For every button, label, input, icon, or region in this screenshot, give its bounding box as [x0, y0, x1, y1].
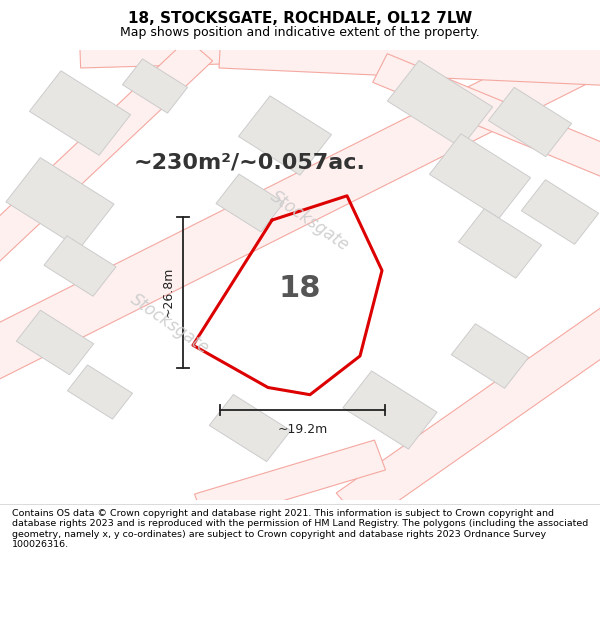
Polygon shape	[79, 23, 401, 68]
Polygon shape	[0, 39, 212, 268]
Bar	[521, 180, 599, 244]
Polygon shape	[373, 54, 600, 181]
Bar	[6, 158, 114, 248]
Text: Contains OS data © Crown copyright and database right 2021. This information is : Contains OS data © Crown copyright and d…	[12, 509, 588, 549]
Polygon shape	[219, 32, 600, 86]
Bar	[67, 365, 133, 419]
Bar	[16, 310, 94, 375]
Bar	[458, 209, 542, 278]
Bar	[430, 134, 530, 218]
Polygon shape	[194, 440, 386, 524]
Text: Stocksgate: Stocksgate	[127, 291, 213, 358]
Text: ~26.8m: ~26.8m	[162, 267, 175, 318]
Text: Map shows position and indicative extent of the property.: Map shows position and indicative extent…	[120, 26, 480, 39]
Text: 18: 18	[279, 274, 321, 303]
Text: ~19.2m: ~19.2m	[277, 422, 328, 436]
Bar	[451, 324, 529, 388]
Polygon shape	[336, 304, 600, 525]
Bar	[216, 174, 284, 232]
Bar	[343, 371, 437, 449]
Bar	[388, 61, 493, 148]
Polygon shape	[0, 38, 593, 382]
Bar	[209, 394, 291, 461]
Bar	[239, 96, 331, 175]
Bar	[44, 236, 116, 296]
Text: Stocksgate: Stocksgate	[267, 188, 353, 255]
Bar	[122, 59, 188, 113]
Bar	[29, 71, 131, 155]
Bar	[488, 88, 572, 157]
Text: 18, STOCKSGATE, ROCHDALE, OL12 7LW: 18, STOCKSGATE, ROCHDALE, OL12 7LW	[128, 11, 472, 26]
Text: ~230m²/~0.057ac.: ~230m²/~0.057ac.	[134, 152, 366, 173]
